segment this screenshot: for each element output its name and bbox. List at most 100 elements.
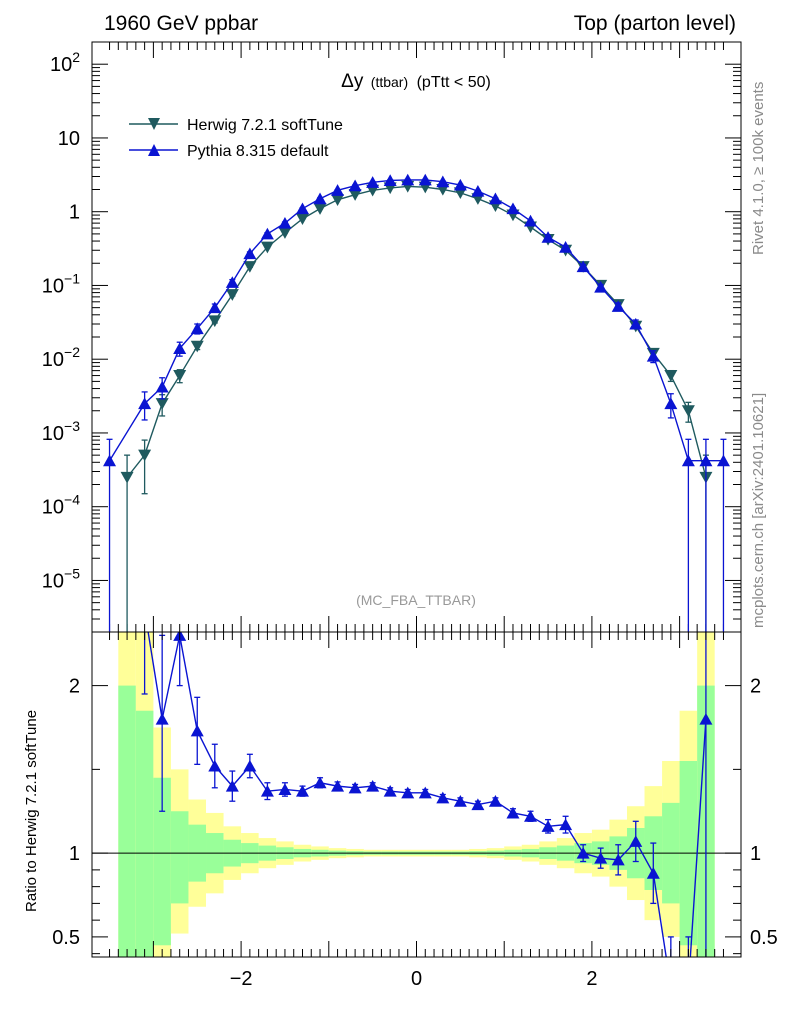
main-y-tick-label-base: 10 <box>42 349 64 371</box>
pythia-ratio-point <box>138 604 151 616</box>
main-y-tick-label-base: 10 <box>42 570 64 592</box>
pythia-ratio-point <box>436 791 450 804</box>
pythia-line <box>108 179 724 462</box>
herwig-point <box>260 241 274 254</box>
pythia-ratio-point <box>488 795 502 807</box>
ratio-y-tick-label-right: 0.5 <box>750 927 778 949</box>
pythia-ratio-point <box>541 820 555 832</box>
watermark-label: (MC_FBA_TTBAR) <box>356 592 476 608</box>
pythia-point <box>348 179 362 192</box>
main-series <box>103 173 730 632</box>
herwig-point <box>138 449 152 462</box>
main-y-tick-label: 1 <box>69 202 80 224</box>
ratio-y-tick-label-left: 1 <box>69 843 80 865</box>
legend-entry-pythia: Pythia 8.315 default <box>129 143 329 160</box>
main-y-tick-label-base: 10 <box>58 128 80 150</box>
pythia-ratio-point <box>524 810 538 822</box>
pythia-point <box>436 175 450 188</box>
herwig-point <box>681 405 695 417</box>
pythia-ratio-line <box>147 632 707 957</box>
legend-label-herwig: Herwig 7.2.1 softTune <box>187 117 343 134</box>
pythia-ratio-point <box>418 786 432 799</box>
main-y-tick-label: 10 <box>58 128 80 150</box>
pythia-point <box>173 342 187 354</box>
pythia-ratio-point <box>348 781 362 794</box>
pythia-ratio-point <box>155 712 169 725</box>
main-y-tick-label: 10−3 <box>42 418 80 445</box>
ratio-frame <box>91 631 742 958</box>
ratio-band-inner <box>153 777 171 946</box>
pythia-ratio-point <box>190 724 204 737</box>
herwig-point <box>348 189 362 201</box>
main-y-tick-label-exponent: −2 <box>64 344 80 360</box>
plot-title: Δy (ttbar) (pTtt < 50) <box>341 71 491 92</box>
herwig-point <box>173 370 187 382</box>
herwig-point <box>331 194 345 206</box>
pythia-ratio-point <box>471 798 485 811</box>
main-y-tick-label-base: 1 <box>69 202 80 224</box>
main-y-tick-label: 10−2 <box>42 344 80 371</box>
plot-title-cut: (pTtt < 50) <box>417 74 491 91</box>
plot-title-suffix: (ttbar) <box>371 74 408 90</box>
herwig-point <box>208 315 222 328</box>
ratio-x-tick-label: −2 <box>230 968 253 990</box>
pythia-point <box>418 173 432 186</box>
herwig-point <box>278 227 292 239</box>
pythia-ratio-point <box>331 779 345 792</box>
pythia-point <box>681 454 695 467</box>
pythia-point <box>594 280 608 293</box>
main-y-tick-label: 10−1 <box>42 270 80 297</box>
pythia-ratio-point <box>278 783 292 795</box>
herwig-point <box>225 289 239 301</box>
pythia-point <box>225 276 239 288</box>
legend-label-pythia: Pythia 8.315 default <box>187 143 329 160</box>
pythia-point <box>646 349 660 362</box>
pythia-ratio-point <box>576 846 590 859</box>
ratio-y-label: Ratio to Herwig 7.2.1 softTune <box>23 710 40 912</box>
main-y-tick-label: 102 <box>50 49 80 76</box>
legend-marker-herwig <box>148 118 160 130</box>
pythia-ratio-point <box>366 779 380 792</box>
mcplots-label: mcplots.cern.ch [arXiv:2401.10621] <box>750 393 767 628</box>
ratio-band-inner <box>118 685 136 957</box>
pythia-point <box>331 184 345 196</box>
pythia-point <box>559 241 573 253</box>
pythia-point <box>611 300 625 312</box>
header-right-label: Top (parton level) <box>574 12 736 35</box>
ratio-band-inner <box>135 710 154 957</box>
main-y-tick-label-base: 10 <box>42 423 64 445</box>
pythia-point <box>260 227 274 240</box>
ratio-panel: 0.5 0.5 1 1 2 2 −2 0 2 Ratio to Herwig 7.2.1 sof… <box>23 604 778 990</box>
herwig-point <box>120 471 134 484</box>
main-y-tick-label-base: 10 <box>42 275 64 297</box>
pythia-point <box>576 260 590 273</box>
pythia-point <box>629 317 643 330</box>
main-y-tick-label-exponent: −4 <box>64 492 80 508</box>
pythia-ratio-point <box>401 786 415 799</box>
pythia-point <box>716 454 730 467</box>
legend: Herwig 7.2.1 softTune Pythia 8.315 defau… <box>129 117 343 160</box>
pythia-point <box>190 322 204 335</box>
pythia-ratio-point <box>225 779 239 792</box>
pythia-point <box>278 216 292 229</box>
herwig-point <box>190 340 204 353</box>
ratio-axis-ticks: 0.5 0.5 1 1 2 2 −2 0 2 <box>52 632 778 990</box>
main-y-tick-label-exponent: −3 <box>64 418 80 434</box>
herwig-point <box>243 261 257 273</box>
pythia-point <box>541 231 555 243</box>
pythia-ratio-point <box>611 853 625 866</box>
pythia-ratio-point <box>646 867 660 879</box>
pythia-point <box>295 202 309 215</box>
main-y-tick-label-exponent: −5 <box>64 565 80 581</box>
pythia-point <box>366 176 380 188</box>
pythia-point <box>506 202 520 215</box>
pythia-point <box>699 454 713 467</box>
ratio-y-tick-label-left: 0.5 <box>52 927 80 949</box>
pythia-ratio-point <box>453 795 467 807</box>
ratio-y-tick-label-right: 1 <box>750 843 761 865</box>
ratio-band-inner <box>170 811 189 904</box>
ratio-series <box>138 604 713 957</box>
plot-title-main: Δy <box>341 71 364 92</box>
